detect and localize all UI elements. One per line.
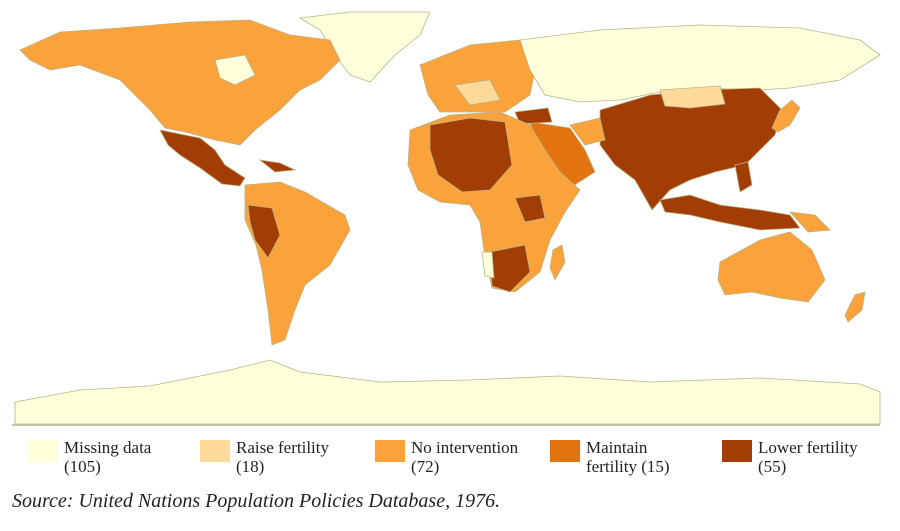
region-japan — [771, 99, 801, 133]
legend-count: (55) — [758, 457, 787, 476]
region-caribbean — [258, 159, 297, 173]
legend-item-no-intervention: No intervention (72) — [375, 438, 518, 476]
legend-swatch — [722, 440, 752, 462]
region-antarctica — [14, 359, 881, 425]
legend-item-missing-data: Missing data (105) — [28, 438, 151, 476]
region-afghanistan — [569, 117, 606, 146]
legend-count: (72) — [411, 457, 440, 476]
legend-label: Raise fertility — [236, 438, 330, 457]
region-mexico — [159, 129, 246, 187]
legend-count: (18) — [236, 457, 265, 476]
region-hudson-bay — [214, 54, 256, 86]
region-north-africa — [429, 117, 513, 193]
legend-item-raise-fertility: Raise fertility (18) — [200, 438, 329, 476]
source-caption: Source: United Nations Population Polici… — [12, 490, 501, 512]
region-southern-africa — [489, 244, 531, 293]
world-map — [12, 11, 881, 426]
region-north-america — [19, 19, 341, 146]
region-east-africa — [514, 194, 546, 223]
legend-label: No intervention — [411, 438, 519, 457]
region-ussr — [519, 24, 881, 103]
legend-item-lower-fertility: Lower fertility (55) — [722, 438, 858, 476]
legend-swatch — [550, 440, 580, 462]
region-indonesia — [659, 194, 801, 231]
legend-label: Lower fertility — [758, 438, 858, 457]
region-australia — [717, 231, 826, 303]
legend-swatch — [28, 440, 58, 462]
region-namibia — [481, 251, 495, 279]
region-madagascar — [549, 244, 566, 281]
region-philippines — [734, 161, 753, 193]
legend-swatch — [375, 440, 405, 462]
legend-swatch — [200, 440, 230, 462]
legend-item-maintain-fertility: Maintain fertility (15) — [550, 438, 670, 476]
legend-count: fertility (15) — [586, 457, 670, 476]
region-peru-colombia — [247, 204, 281, 259]
legend-label: Missing data — [64, 438, 152, 457]
legend-count: (105) — [64, 457, 101, 476]
region-europe — [419, 39, 536, 113]
region-new-zealand — [844, 291, 866, 323]
legend-label: Maintain — [586, 438, 648, 457]
region-central-europe — [454, 79, 501, 106]
region-mongolia — [659, 85, 726, 109]
region-png — [788, 211, 831, 233]
